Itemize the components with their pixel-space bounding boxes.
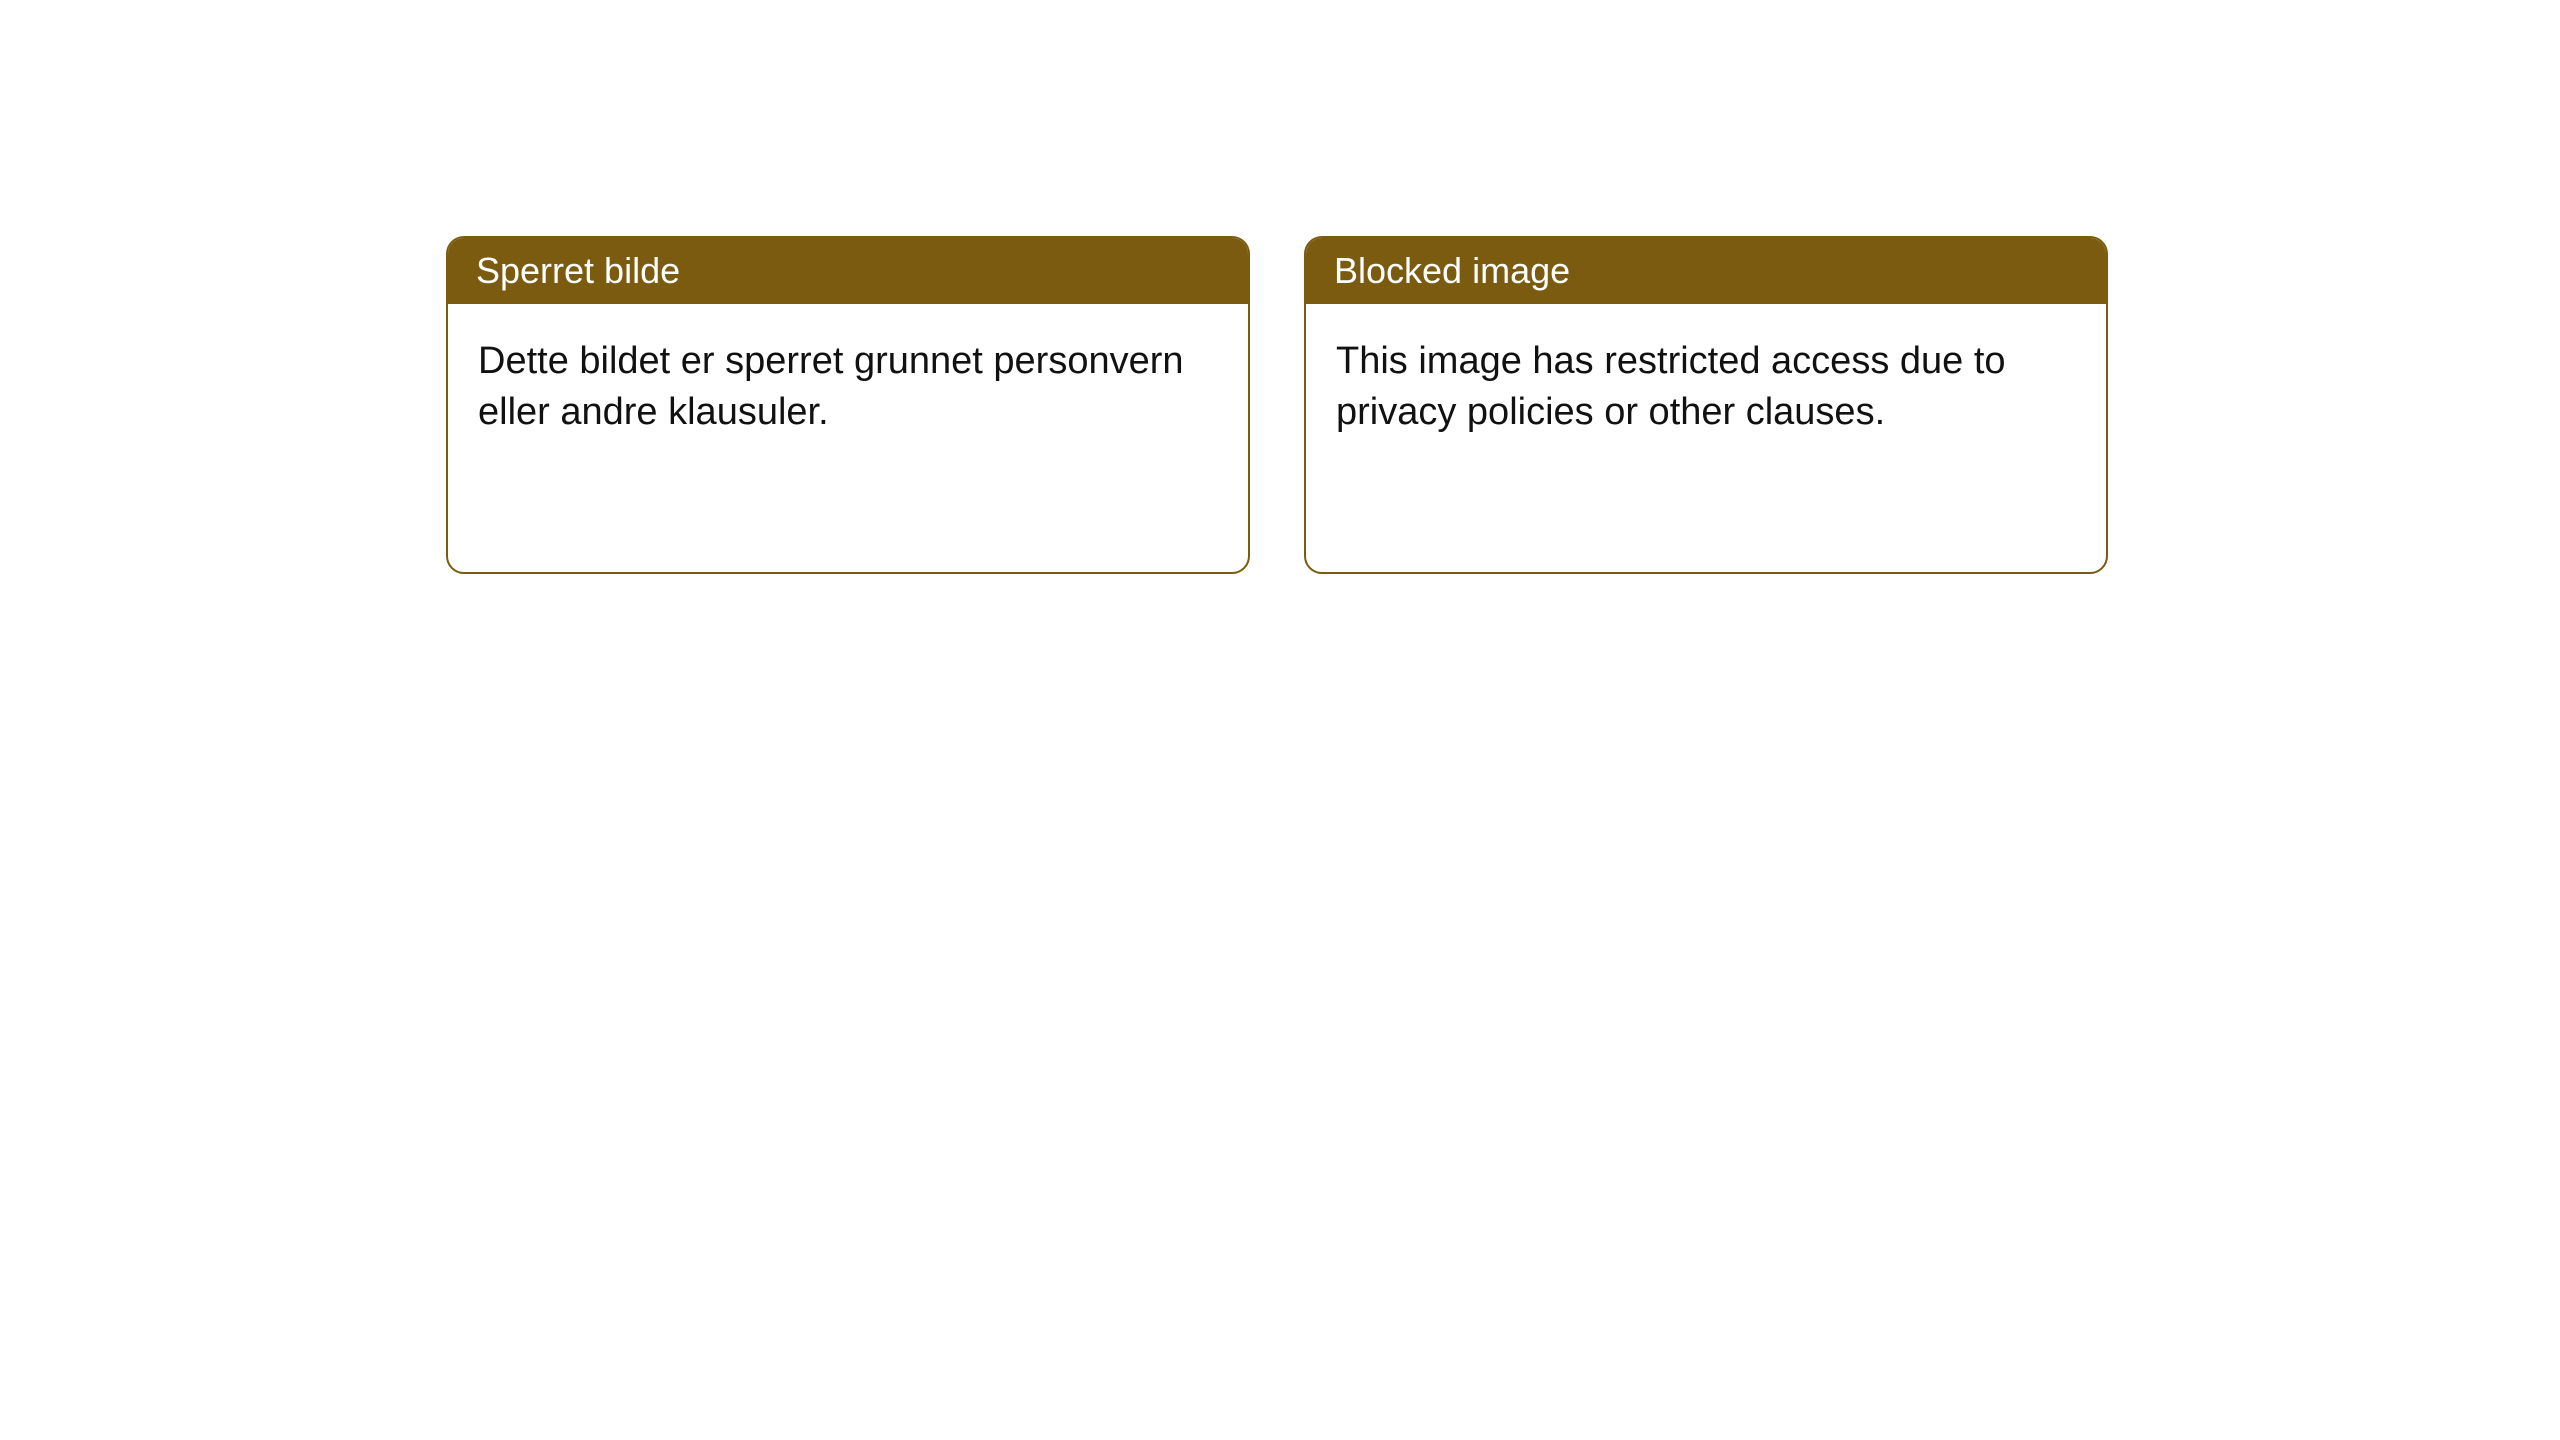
card-header: Blocked image [1306, 238, 2106, 304]
card-body-text: This image has restricted access due to … [1336, 340, 2006, 433]
card-title: Sperret bilde [476, 250, 680, 291]
notice-card-norwegian: Sperret bilde Dette bildet er sperret gr… [446, 236, 1250, 574]
card-title: Blocked image [1334, 250, 1570, 291]
card-body: This image has restricted access due to … [1306, 304, 2106, 471]
card-header: Sperret bilde [448, 238, 1248, 304]
card-body-text: Dette bildet er sperret grunnet personve… [478, 340, 1184, 433]
notice-container: Sperret bilde Dette bildet er sperret gr… [0, 0, 2560, 574]
card-body: Dette bildet er sperret grunnet personve… [448, 304, 1248, 471]
notice-card-english: Blocked image This image has restricted … [1304, 236, 2108, 574]
